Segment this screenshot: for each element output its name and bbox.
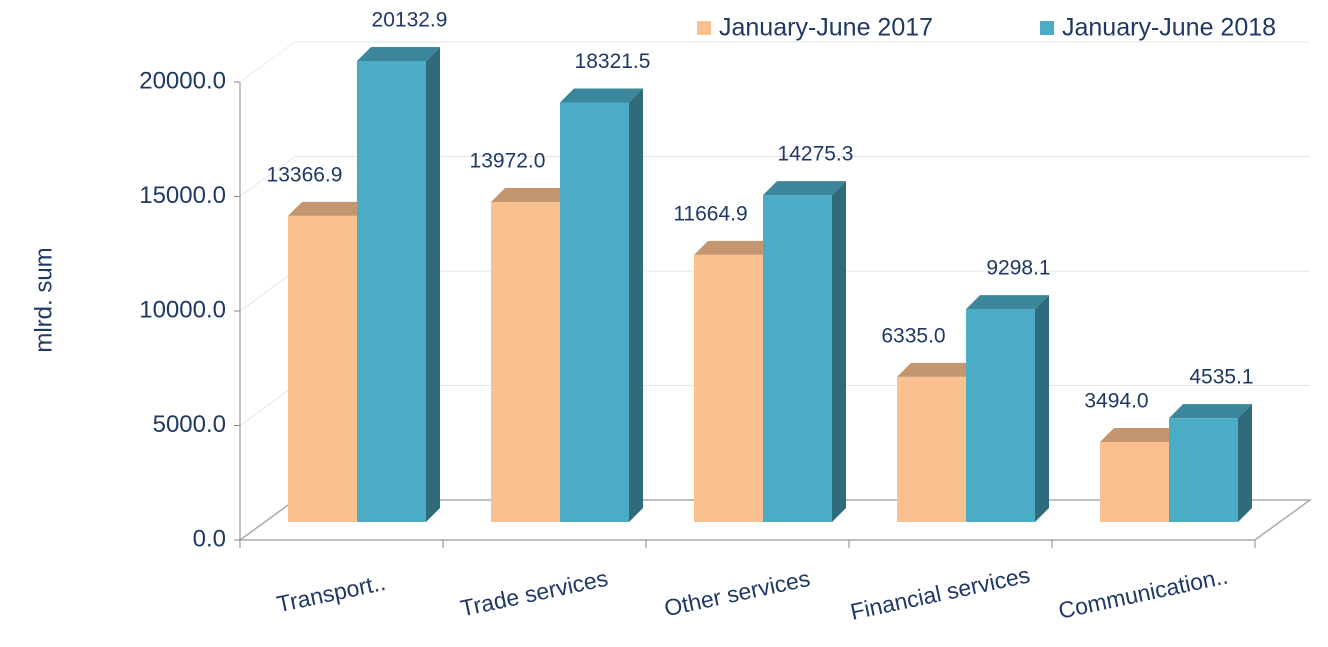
value-label: 13972.0: [470, 150, 546, 173]
bar: [1169, 418, 1238, 522]
y-tick-label: 0.0: [193, 525, 226, 552]
value-label: 14275.3: [778, 143, 854, 166]
y-axis-label: mlrd. sum: [30, 247, 57, 352]
bar-top: [966, 295, 1049, 310]
grid-line: [239, 270, 296, 312]
value-label: 9298.1: [986, 257, 1050, 280]
y-tick-label: 10000.0: [139, 296, 226, 323]
bar: [357, 60, 426, 522]
bar-top: [694, 240, 777, 255]
y-tick-label: 5000.0: [153, 411, 226, 438]
legend-label: January-June 2018: [1062, 14, 1276, 42]
bar: [1100, 441, 1169, 522]
legend-label: January-June 2017: [719, 14, 933, 42]
value-label: 3494.0: [1084, 390, 1148, 413]
grid-line: [239, 385, 296, 426]
legend-swatch: [697, 21, 711, 35]
value-label: 6335.0: [881, 324, 945, 347]
bar-side: [1035, 295, 1049, 522]
bar-top: [763, 181, 846, 196]
x-tick-label: Financial services: [848, 561, 1032, 624]
legend-swatch: [1040, 21, 1054, 35]
floor: [237, 499, 1313, 541]
bar-side: [1238, 404, 1252, 522]
bar: [491, 202, 560, 522]
y-tick-label: 15000.0: [139, 182, 226, 209]
bar: [560, 102, 629, 522]
value-label: 11664.9: [673, 202, 747, 225]
bar-top: [1100, 427, 1183, 442]
bar-top: [357, 46, 440, 61]
value-label: 18321.5: [575, 50, 651, 73]
grid-line: [239, 156, 296, 197]
y-tick-label: 20000.0: [139, 67, 226, 94]
x-tick-label: Communication..: [1056, 562, 1230, 623]
bar-top: [1169, 404, 1252, 419]
bar: [966, 309, 1035, 522]
bar: [897, 376, 966, 522]
bar: [694, 254, 763, 523]
bar-side: [629, 88, 643, 522]
x-tick-label: Transport..: [274, 569, 387, 617]
x-tick-label: Other services: [662, 565, 812, 621]
wall-edge: [239, 41, 296, 83]
bar: [763, 195, 832, 522]
bar-top: [560, 88, 643, 103]
x-tick-label: Trade services: [458, 565, 610, 622]
bar-side: [426, 46, 440, 522]
value-label: 13366.9: [267, 163, 343, 186]
value-label: 4535.1: [1189, 366, 1253, 389]
bar-side: [832, 181, 846, 522]
bar: [288, 215, 357, 522]
bar-top: [288, 201, 371, 216]
bar-top: [897, 362, 980, 377]
bar-top: [491, 188, 574, 203]
value-label: 20132.9: [372, 9, 448, 32]
